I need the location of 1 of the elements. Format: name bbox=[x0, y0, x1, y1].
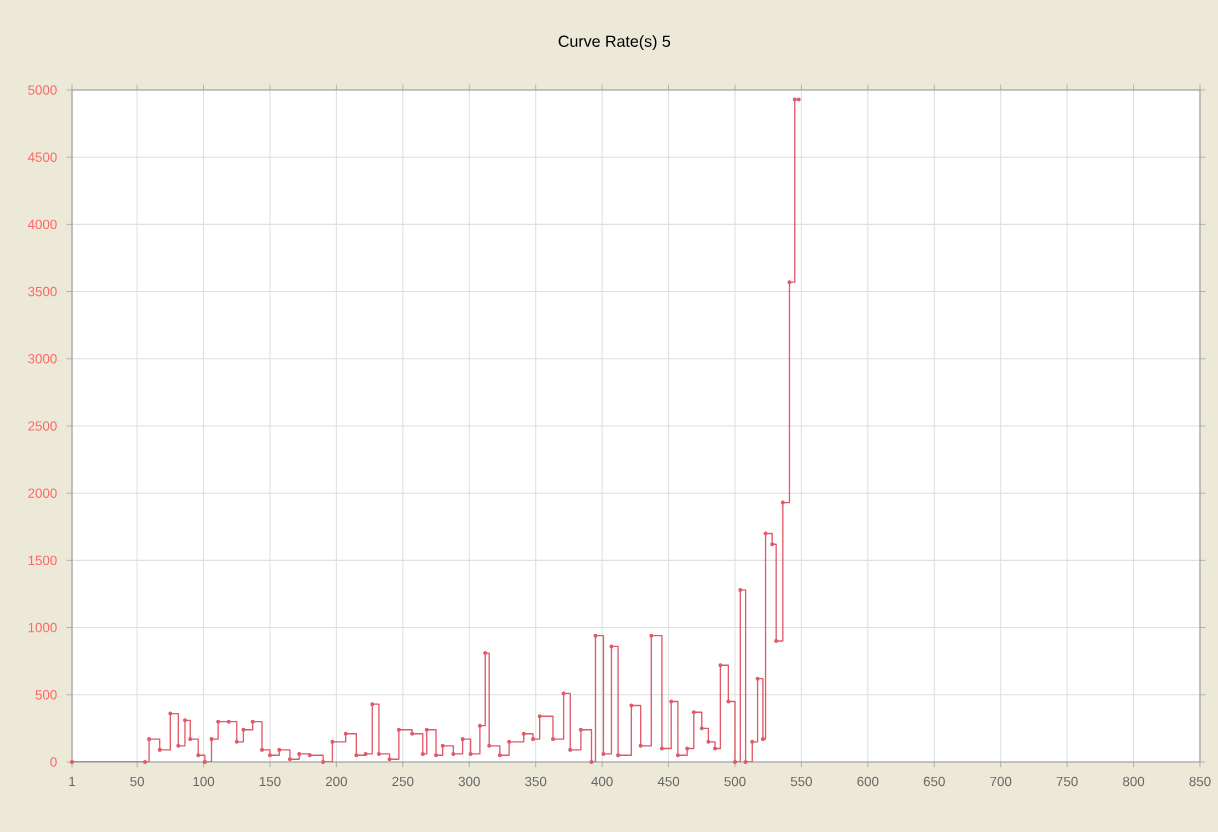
chart-title: Curve Rate(s) 5 bbox=[558, 35, 671, 51]
